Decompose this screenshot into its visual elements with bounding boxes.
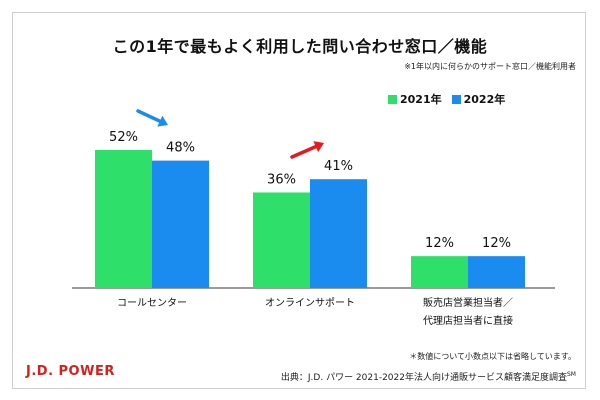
trend-arrow-head-0 bbox=[157, 115, 168, 127]
data-label-2021年-0: 52% bbox=[109, 130, 138, 145]
legend: 2021年 2022年 bbox=[388, 91, 515, 107]
jd-power-logo: J.D. POWER bbox=[26, 364, 115, 379]
trend-arrow-shaft-0 bbox=[136, 109, 162, 123]
bar-2021年-0 bbox=[95, 150, 152, 288]
trend-arrow-head-1 bbox=[313, 141, 324, 153]
data-label-2022年-2: 12% bbox=[482, 236, 511, 251]
category-label-1-line-0: オンラインサポート bbox=[265, 297, 355, 309]
data-label-2021年-2: 12% bbox=[425, 236, 454, 251]
category-label-2-line-0: 販売店営業担当者／ bbox=[423, 296, 513, 309]
legend-label-2022: 2022年 bbox=[463, 93, 506, 106]
source-citation: 出典：J.D. パワー 2021-2022年法人向け通販サービス顧客満足度調査S… bbox=[281, 370, 576, 383]
chart-title: この1年で最もよく利用した問い合わせ窓口／機能 bbox=[112, 37, 488, 56]
trend-arrow-shaft-1 bbox=[290, 144, 318, 159]
rounding-footnote: ＊数値について小数点以下は省略しています。 bbox=[409, 352, 576, 361]
legend-item-2021: 2021年 bbox=[388, 91, 442, 107]
data-label-2021年-1: 36% bbox=[267, 172, 296, 187]
source-text: 出典：J.D. パワー 2021-2022年法人向け通販サービス顧客満足度調査 bbox=[280, 373, 567, 383]
legend-swatch-2021 bbox=[388, 94, 397, 104]
bar-2021年-1 bbox=[253, 192, 310, 288]
data-label-2022年-0: 48% bbox=[166, 141, 195, 156]
bar-2022年-1 bbox=[310, 179, 367, 288]
respondent-note: ※1年以内に何らかのサポート窓口／機能利用者 bbox=[404, 62, 576, 71]
service-mark: SM bbox=[567, 371, 576, 378]
legend-label-2021: 2021年 bbox=[400, 93, 442, 106]
legend-swatch-2022 bbox=[451, 94, 461, 104]
bar-2021年-2 bbox=[411, 256, 468, 288]
chart-frame bbox=[12, 12, 586, 389]
category-label-0-line-0: コールセンター bbox=[117, 297, 187, 309]
bar-2022年-2 bbox=[468, 256, 525, 288]
category-label-2-line-1: 代理店担当者に直接 bbox=[423, 314, 513, 327]
bar-2022年-0 bbox=[152, 160, 209, 288]
data-label-2022年-1: 41% bbox=[324, 159, 353, 174]
legend-item-2022: 2022年 bbox=[451, 91, 506, 107]
